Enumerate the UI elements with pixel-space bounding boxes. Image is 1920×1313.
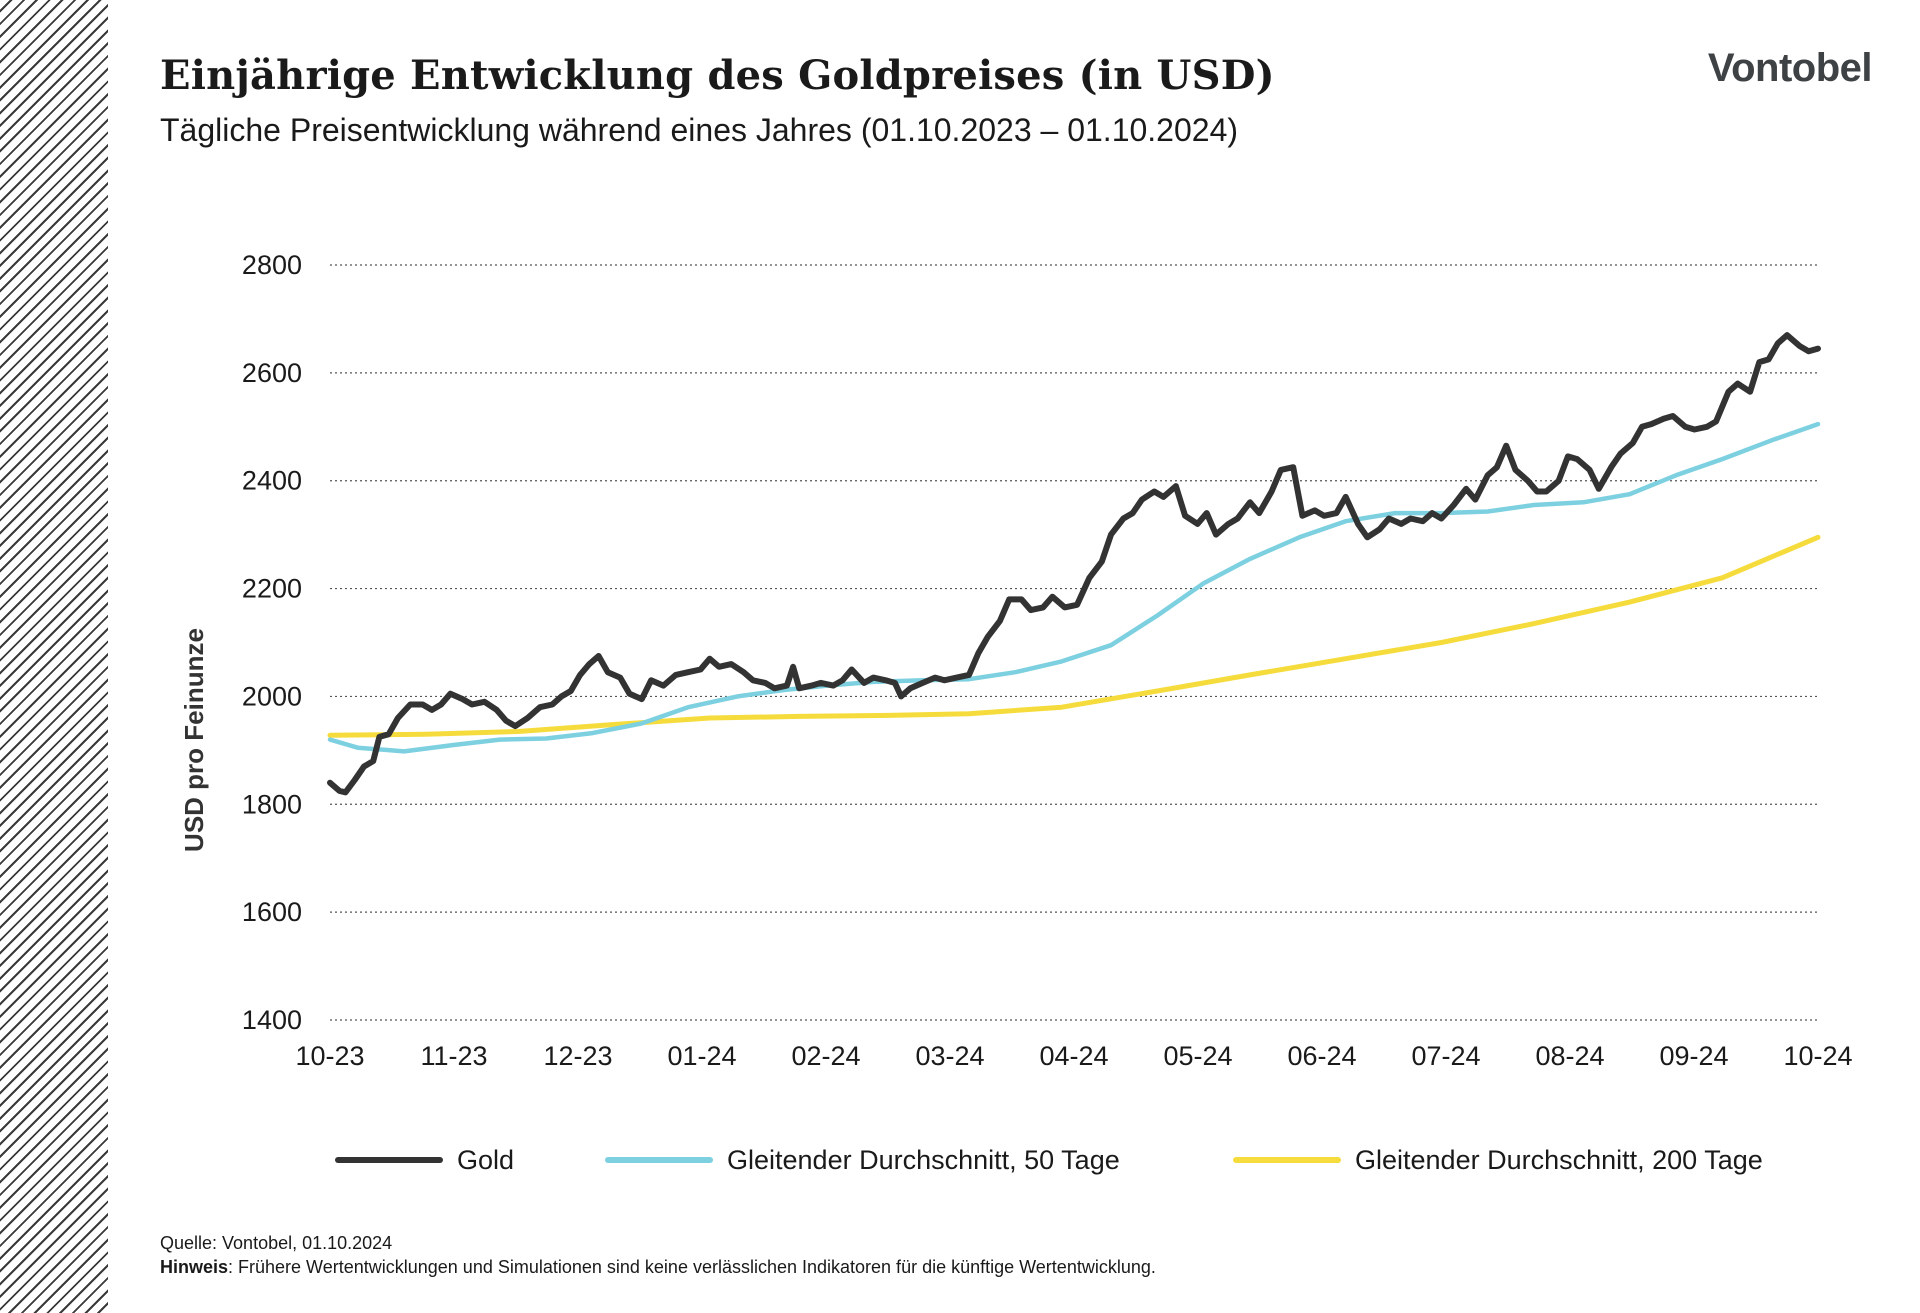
y-tick-label: 2000 <box>242 681 302 711</box>
y-tick-label: 2600 <box>242 358 302 388</box>
x-tick-label: 03-24 <box>915 1041 984 1071</box>
series-line-gold <box>327 332 1821 796</box>
y-tick-label: 1400 <box>242 1005 302 1035</box>
legend-swatch-ma200 <box>1233 1157 1341 1163</box>
series-lines <box>327 332 1821 796</box>
page-title: Einjährige Entwicklung des Goldpreises (… <box>160 52 1275 99</box>
x-tick-label: 06-24 <box>1287 1041 1356 1071</box>
y-tick-label: 2800 <box>242 250 302 280</box>
disclaimer-note: Hinweis: Frühere Wertentwicklungen und S… <box>160 1257 1156 1278</box>
disclaimer-text: : Frühere Wertentwicklungen und Simulati… <box>228 1257 1156 1277</box>
x-axis-ticks: 10-23 11-23 12-23 01-24 02-24 03-24 04-24 05-24… <box>295 1041 1852 1071</box>
y-tick-label: 1600 <box>242 897 302 927</box>
legend-swatch-ma50 <box>605 1157 713 1163</box>
x-tick-label: 01-24 <box>667 1041 736 1071</box>
legend-item-gold: Gold <box>335 1140 514 1180</box>
x-tick-label: 07-24 <box>1411 1041 1480 1071</box>
x-tick-label: 09-24 <box>1659 1041 1728 1071</box>
x-tick-label: 05-24 <box>1163 1041 1232 1071</box>
brand-logo: Vontobel <box>1707 46 1873 90</box>
x-tick-label: 10-23 <box>295 1041 364 1071</box>
legend-label-gold: Gold <box>457 1144 515 1175</box>
legend-label-ma50: Gleitender Durchschnitt, 50 Tage <box>727 1144 1120 1175</box>
y-axis-ticks: 1400 1600 1800 2000 2200 2400 2600 2800 <box>242 250 302 1035</box>
series-line-ma50 <box>327 421 1821 754</box>
x-tick-label: 08-24 <box>1535 1041 1604 1071</box>
x-tick-label: 11-23 <box>420 1041 487 1071</box>
y-tick-label: 2400 <box>242 466 302 496</box>
legend-label-ma200: Gleitender Durchschnitt, 200 Tage <box>1355 1144 1763 1175</box>
x-tick-label: 02-24 <box>791 1041 860 1071</box>
x-tick-label: 10-24 <box>1783 1041 1852 1071</box>
y-tick-label: 2200 <box>242 574 302 604</box>
series-line-ma200 <box>327 534 1821 738</box>
source-note: Quelle: Vontobel, 01.10.2024 <box>160 1233 393 1253</box>
y-tick-label: 1800 <box>242 789 302 819</box>
disclaimer-label: Hinweis <box>160 1257 229 1277</box>
legend-item-ma50: Gleitender Durchschnitt, 50 Tage <box>605 1140 1120 1180</box>
decorative-stripe-band <box>0 0 108 1313</box>
legend-item-ma200: Gleitender Durchschnitt, 200 Tage <box>1233 1140 1763 1180</box>
x-tick-label: 04-24 <box>1039 1041 1108 1071</box>
page-subtitle: Tägliche Preisentwicklung während eines … <box>160 112 1239 148</box>
x-tick-label: 12-23 <box>543 1041 612 1071</box>
y-axis-label: USD pro Feinunze <box>179 628 209 852</box>
legend-swatch-gold <box>335 1157 443 1163</box>
grid-lines <box>330 264 1818 1021</box>
